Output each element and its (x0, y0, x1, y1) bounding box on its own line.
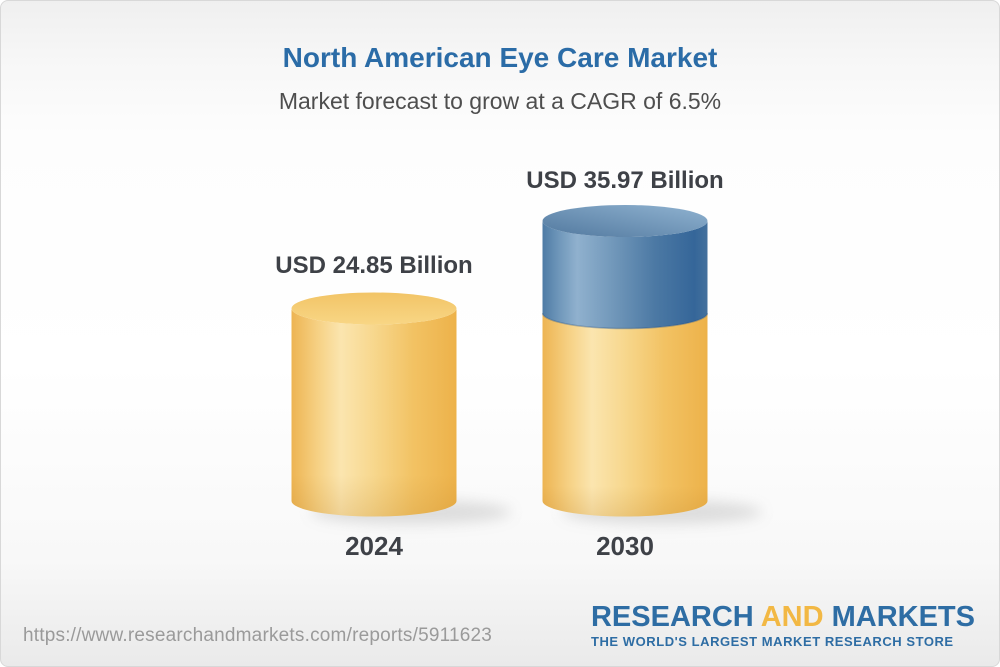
logo-tagline: THE WORLD'S LARGEST MARKET RESEARCH STOR… (590, 634, 954, 650)
category-label-2030: 2030 (596, 531, 654, 561)
report-url: https://www.researchandmarkets.com/repor… (23, 625, 493, 646)
logo-word-markets: MARKETS (823, 601, 975, 633)
category-label-2024: 2024 (345, 531, 403, 561)
chart-title: North American Eye Care Market (282, 42, 718, 73)
logo-word-and: AND (760, 601, 824, 633)
logo-word-research: RESEARCH (590, 601, 761, 633)
value-label-2024: USD 24.85 Billion (275, 252, 473, 279)
cylinder-bar-2024 (291, 292, 457, 517)
research-and-markets-logo: RESEARCH AND MARKETS THE WORLD'S LARGEST… (590, 602, 975, 650)
chart-subtitle: Market forecast to grow at a CAGR of 6.5… (278, 88, 722, 114)
value-label-2030: USD 35.97 Billion (526, 167, 724, 194)
cylinder-bar-2030 (542, 205, 708, 517)
logo-wordmark: RESEARCH AND MARKETS (591, 602, 975, 632)
